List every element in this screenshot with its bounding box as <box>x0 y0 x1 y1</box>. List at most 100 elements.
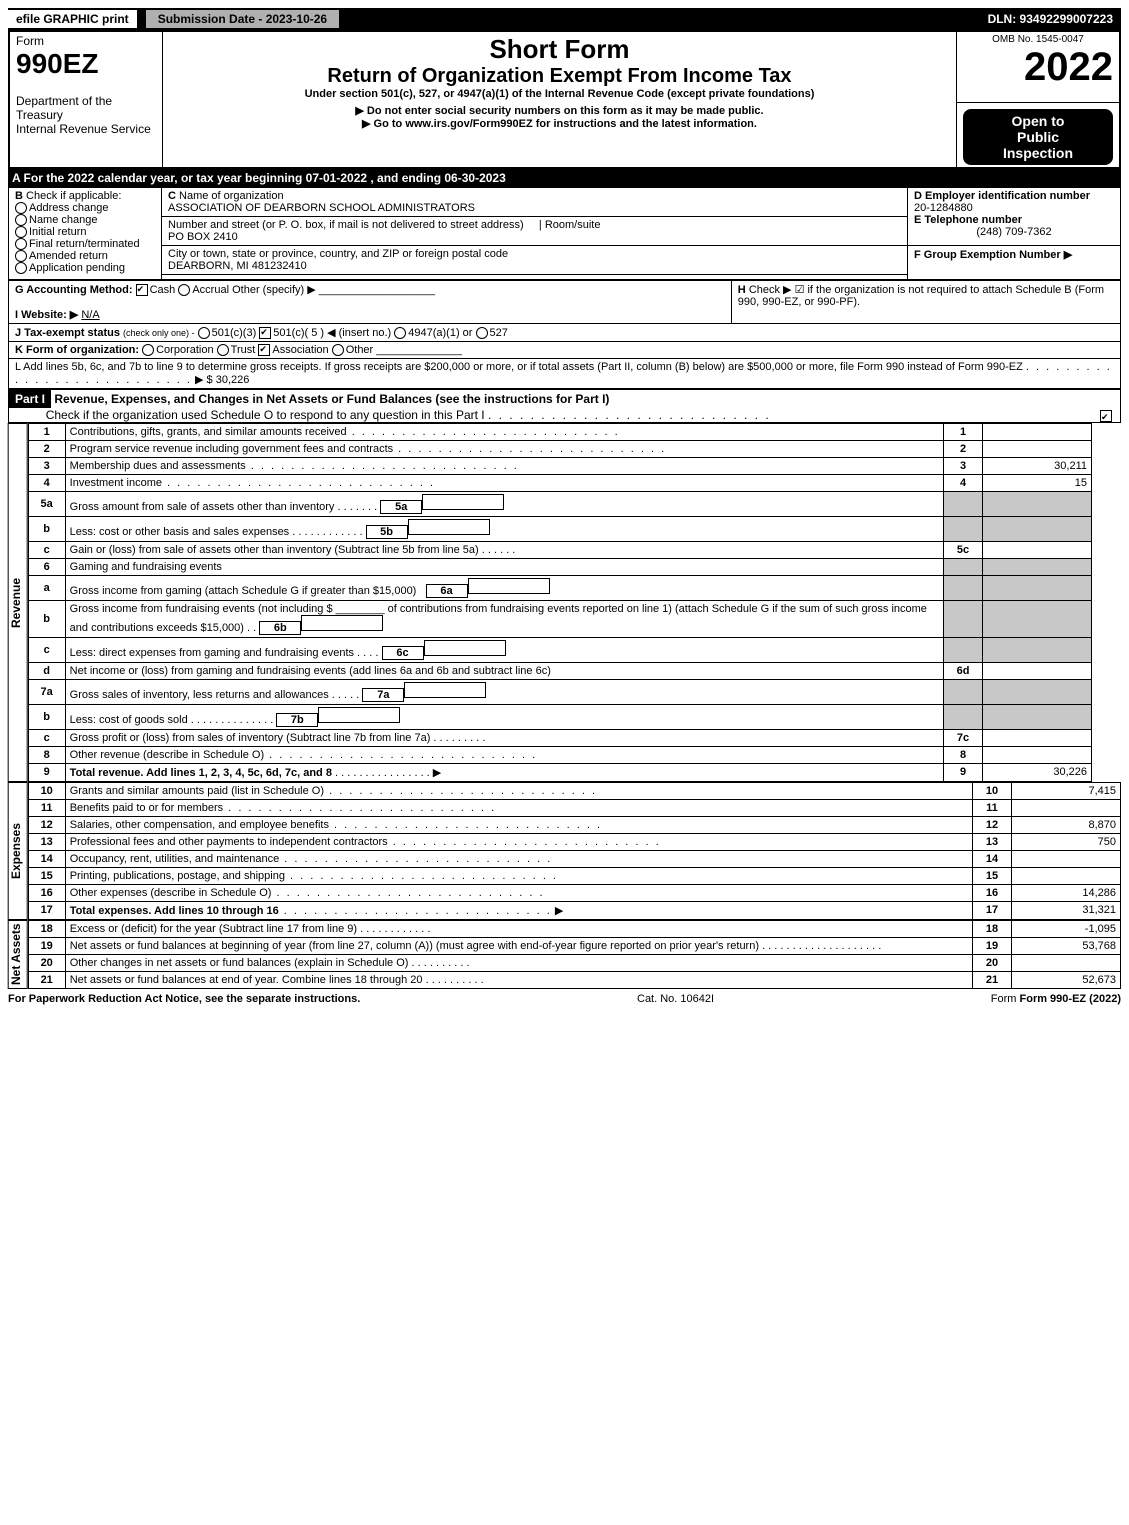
entity-info-table: B Check if applicable: Address change Na… <box>8 187 1121 280</box>
line12-box: 12 <box>973 816 1012 833</box>
527-label: 527 <box>490 327 508 339</box>
line7c-num: c <box>28 729 65 746</box>
line7c-desc: Gross profit or (loss) from sales of inv… <box>70 732 431 744</box>
line6a-shaded2 <box>983 575 1092 600</box>
line12-desc: Salaries, other compensation, and employ… <box>70 819 329 831</box>
address-change-label: Address change <box>29 202 109 214</box>
line20-val <box>1012 954 1121 971</box>
line5b-num: b <box>28 516 65 541</box>
address-change-checkbox[interactable] <box>15 202 27 214</box>
line5a-sub: 5a <box>380 500 422 514</box>
line7b-shaded2 <box>983 704 1092 729</box>
line6d-desc: Net income or (loss) from gaming and fun… <box>65 662 943 679</box>
revenue-section-label: Revenue <box>8 423 28 782</box>
501c-checkbox[interactable] <box>259 327 271 339</box>
initial-return-label: Initial return <box>29 226 86 238</box>
line16-num: 16 <box>28 884 65 901</box>
527-checkbox[interactable] <box>476 327 488 339</box>
initial-return-checkbox[interactable] <box>15 226 27 238</box>
line6-num: 6 <box>28 558 65 575</box>
4947-label: 4947(a)(1) or <box>408 327 472 339</box>
line14-num: 14 <box>28 850 65 867</box>
line7a-subval <box>404 682 486 698</box>
amended-checkbox[interactable] <box>15 250 27 262</box>
assoc-checkbox[interactable] <box>258 344 270 356</box>
line7b-shaded <box>944 704 983 729</box>
line12-num: 12 <box>28 816 65 833</box>
form-of-org-label: K Form of organization: <box>15 344 139 356</box>
line9-desc: Total revenue. Add lines 1, 2, 3, 4, 5c,… <box>70 767 332 779</box>
phone-label: E Telephone number <box>914 214 1022 226</box>
line5c-desc: Gain or (loss) from sale of assets other… <box>70 544 479 556</box>
cash-label: Cash <box>150 284 176 296</box>
corp-label: Corporation <box>156 344 213 356</box>
other-org-checkbox[interactable] <box>332 344 344 356</box>
schedule-b-note: Check ▶ ☑ if the organization is not req… <box>738 284 1104 308</box>
line4-desc: Investment income <box>70 477 162 489</box>
line18-num: 18 <box>28 920 65 937</box>
expenses-lines-table: 10Grants and similar amounts paid (list … <box>28 782 1121 920</box>
line11-num: 11 <box>28 799 65 816</box>
line7a-shaded <box>944 679 983 704</box>
part1-header-row: Part I Revenue, Expenses, and Changes in… <box>8 389 1121 423</box>
netassets-section-label: Net Assets <box>8 920 28 989</box>
ein-label: D Employer identification number <box>914 190 1090 202</box>
line16-box: 16 <box>973 884 1012 901</box>
line21-num: 21 <box>28 971 65 988</box>
footer-right: Form Form 990-EZ (2022) <box>991 993 1121 1005</box>
org-name-label: Name of organization <box>179 190 284 202</box>
org-name-value: ASSOCIATION OF DEARBORN SCHOOL ADMINISTR… <box>168 202 475 214</box>
line6b-shaded2 <box>983 600 1092 637</box>
line-l-text: L Add lines 5b, 6c, and 7b to line 9 to … <box>15 361 1023 373</box>
part1-label: Part I <box>9 390 51 408</box>
line6a-subval <box>468 578 550 594</box>
cash-checkbox[interactable] <box>136 284 148 296</box>
street-value: PO BOX 2410 <box>168 231 238 243</box>
other-org-label: Other <box>346 344 374 356</box>
ein-value: 20-1284880 <box>914 202 973 214</box>
section-h-label: H <box>738 284 746 296</box>
accrual-checkbox[interactable] <box>178 284 190 296</box>
corp-checkbox[interactable] <box>142 344 154 356</box>
schedule-o-checkbox[interactable] <box>1100 410 1112 422</box>
line11-box: 11 <box>973 799 1012 816</box>
trust-checkbox[interactable] <box>217 344 229 356</box>
line5a-desc: Gross amount from sale of assets other t… <box>70 501 335 513</box>
line2-num: 2 <box>28 440 65 457</box>
line19-val: 53,768 <box>1012 937 1121 954</box>
line6b-num: b <box>28 600 65 637</box>
line3-val: 30,211 <box>983 457 1092 474</box>
line16-desc: Other expenses (describe in Schedule O) <box>70 887 272 899</box>
line7a-num: 7a <box>28 679 65 704</box>
line18-desc: Excess or (deficit) for the year (Subtra… <box>70 923 357 935</box>
line7b-num: b <box>28 704 65 729</box>
line16-val: 14,286 <box>1012 884 1121 901</box>
line6c-shaded2 <box>983 637 1092 662</box>
app-pending-checkbox[interactable] <box>15 262 27 274</box>
website-value: N/A <box>81 309 99 321</box>
trust-label: Trust <box>231 344 256 356</box>
line6c-num: c <box>28 637 65 662</box>
line10-val: 7,415 <box>1012 782 1121 799</box>
line6d-val <box>983 662 1092 679</box>
line5b-sub: 5b <box>366 525 408 539</box>
line15-val <box>1012 867 1121 884</box>
line17-val: 31,321 <box>1012 901 1121 919</box>
4947-checkbox[interactable] <box>394 327 406 339</box>
dln: DLN: 93492299007223 <box>988 12 1121 26</box>
final-return-checkbox[interactable] <box>15 238 27 250</box>
line1-desc: Contributions, gifts, grants, and simila… <box>70 426 347 438</box>
tax-exempt-label: J Tax-exempt status <box>15 327 120 339</box>
goto-link[interactable]: ▶ Go to www.irs.gov/Form990EZ for instru… <box>169 117 950 130</box>
line8-box: 8 <box>944 746 983 763</box>
section-a-period: A For the 2022 calendar year, or tax yea… <box>8 169 1121 187</box>
line5a-shaded <box>944 491 983 516</box>
501c3-checkbox[interactable] <box>198 327 210 339</box>
line3-box: 3 <box>944 457 983 474</box>
line6a-sub: 6a <box>426 584 468 598</box>
under-section: Under section 501(c), 527, or 4947(a)(1)… <box>169 88 950 100</box>
line5b-desc: Less: cost or other basis and sales expe… <box>70 526 290 538</box>
accounting-method-label: G Accounting Method: <box>15 284 133 296</box>
name-change-checkbox[interactable] <box>15 214 27 226</box>
efile-print-button[interactable]: efile GRAPHIC print <box>8 10 137 28</box>
